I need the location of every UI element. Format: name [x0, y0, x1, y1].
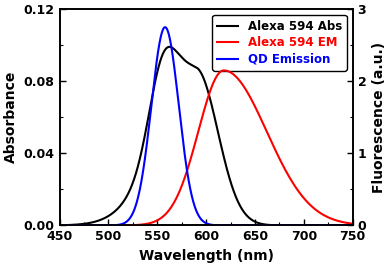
Y-axis label: Absorbance: Absorbance: [4, 71, 18, 163]
X-axis label: Wavelength (nm): Wavelength (nm): [138, 249, 274, 263]
Y-axis label: Fluorescence (a.u.): Fluorescence (a.u.): [372, 42, 386, 193]
Legend: Alexa 594 Abs, Alexa 594 EM, QD Emission: Alexa 594 Abs, Alexa 594 EM, QD Emission: [213, 15, 347, 70]
